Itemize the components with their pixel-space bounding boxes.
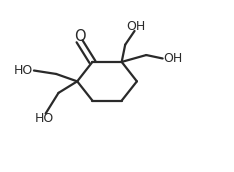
Text: OH: OH [164, 52, 183, 65]
Text: HO: HO [35, 112, 54, 125]
Text: O: O [74, 29, 85, 45]
Text: OH: OH [126, 20, 145, 33]
Text: HO: HO [14, 64, 33, 77]
